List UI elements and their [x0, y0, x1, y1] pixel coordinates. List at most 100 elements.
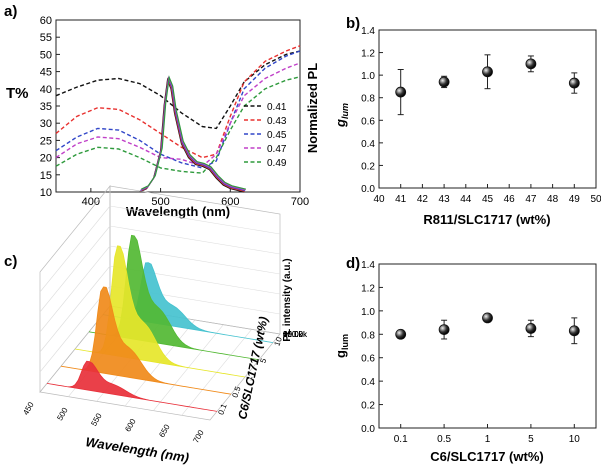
panel-b-data-point	[395, 86, 407, 98]
panel-a-ytick-label: 25	[40, 135, 52, 147]
panel-c-ztick-label: 1	[244, 374, 254, 382]
panel-a-ytick-label: 50	[40, 49, 52, 61]
panel-c-xtick-label: 650	[157, 422, 172, 439]
panel-a-ytick-label: 20	[40, 153, 52, 165]
panel-a-ytick-label: 30	[40, 118, 52, 130]
panel-c-wall-grid	[109, 205, 281, 235]
panel-a-transmission-line	[55, 50, 301, 169]
panel-c-zlabel: C6/SLC1717 (wt%)	[235, 315, 270, 420]
panel-d-ytick-label: 0.8	[361, 330, 375, 341]
panel-b-ylabel-main: g	[333, 119, 348, 128]
panel-a-ytick-label: 55	[40, 32, 52, 44]
panel-c-xtick-label: 550	[89, 411, 104, 428]
panel-a-transmission-line	[55, 45, 301, 159]
panel-a-xtick-label: 500	[151, 196, 169, 208]
panel-a-ylabel-right: Normalized PL	[305, 63, 320, 153]
panel-b-ytick-label: 0.4	[361, 139, 375, 150]
panel-d-ytick-label: 1.0	[361, 307, 375, 318]
panel-d-data-point	[395, 328, 407, 340]
panel-c-ytick-label: 80.0k	[283, 330, 304, 339]
panel-b-xtick-label: 49	[569, 194, 581, 205]
panel-b-xtick-label: 45	[482, 194, 494, 205]
panel-d-xlabel: C6/SLC1717 (wt%)	[430, 449, 543, 464]
panel-a-ytick-label: 40	[40, 84, 52, 96]
panel-a-transmission-line	[55, 50, 301, 130]
panel-b-data-point	[568, 77, 580, 89]
panel-d: d) 0.1 0.5 1 5 10 0.0 0.2 0.4 0.6 0.8 1.0 1.2 1.4 gl…	[333, 255, 597, 464]
panel-d-frame	[378, 263, 597, 429]
panel-c-ylabel: PL intensity (a.u.)	[282, 258, 293, 341]
panel-b-xtick-label: 50	[590, 194, 601, 205]
panel-c-ytick-label: 20.0k	[283, 330, 304, 339]
panel-b-xtick-label: 41	[395, 194, 407, 205]
panel-b-xtick-label: 44	[460, 194, 472, 205]
panel-c-xlabel: Wavelength (nm)	[85, 434, 191, 465]
panel-a-legend-label: 0.49	[267, 158, 287, 169]
panel-d-data-point	[568, 325, 580, 337]
panel-c-ztick-label: 5	[258, 357, 268, 365]
panel-b-data-point	[438, 76, 450, 88]
panel-c-ytick-label: 100.0k	[283, 330, 308, 339]
panel-c-ztick-label: 0.5	[230, 385, 242, 399]
panel-a-transmission-line	[55, 62, 301, 167]
panel-b-ylabel: glum	[333, 103, 350, 128]
panel-d-data-point	[438, 324, 450, 336]
panel-a-ytick-label: 60	[40, 15, 52, 27]
panel-b-ytick-label: 1.4	[361, 26, 375, 37]
panel-b-label: b)	[346, 15, 360, 32]
panel-a-xtick-label: 700	[291, 196, 309, 208]
panel-a-label: a)	[4, 3, 17, 20]
panel-a-xlabel: Wavelength (nm)	[126, 204, 230, 219]
panel-d-ylabel-sub: lum	[340, 334, 350, 350]
panel-b-xtick-label: 40	[373, 194, 385, 205]
panel-d-ytick-label: 0.2	[361, 401, 375, 412]
panel-b-xtick-label: 42	[417, 194, 429, 205]
panel-c-wall-grid	[39, 245, 111, 333]
panel-c-ztick-label: 0.1	[216, 402, 228, 416]
panel-b-ytick-label: 0.6	[361, 116, 375, 127]
panel-d-xtick-label: 0.5	[437, 434, 451, 445]
panel-c-ytick-label: 60.0k	[283, 330, 304, 339]
panel-a-frame	[55, 19, 301, 193]
panel-a-ytick-label: 15	[40, 170, 52, 182]
panel-b-ytick-label: 0.2	[361, 161, 375, 172]
panel-a-ytick-label: 45	[40, 67, 52, 79]
panel-c-ztick-label: 10	[272, 335, 284, 347]
panel-c-label: c)	[4, 253, 17, 270]
panel-a-legend-label: 0.47	[267, 144, 287, 155]
panel-a-transmission-line	[55, 76, 301, 174]
panel-c-wall-grid	[39, 205, 111, 293]
panel-b-ytick-label: 1.0	[361, 71, 375, 82]
panel-a-xtick-label: 400	[82, 196, 100, 208]
panel-b-frame	[378, 29, 597, 189]
panel-d-ytick-label: 0.6	[361, 354, 375, 365]
panel-a-legend-label: 0.45	[267, 130, 287, 141]
panel-d-xtick-label: 5	[528, 434, 534, 445]
panel-d-ytick-label: 1.4	[361, 260, 375, 271]
panel-a-legend-label: 0.43	[267, 116, 287, 127]
panel-c-xtick-label: 700	[191, 428, 206, 445]
panel-b-data-point	[482, 66, 493, 78]
panel-a-ytick-label: 35	[40, 101, 52, 113]
panel-b-ytick-label: 0.8	[361, 94, 375, 105]
panel-c-spectrum	[46, 360, 218, 412]
panel-d-data-point	[482, 312, 493, 324]
panel-d-xtick-label: 10	[569, 434, 581, 445]
panel-c-wall-grid	[39, 225, 111, 313]
panel-b-ylabel-sub: lum	[340, 103, 350, 119]
panel-c: c) 450 500 550 600 650 7000.10.5151020.0k40.0…	[4, 185, 308, 465]
panel-d-ytick-label: 1.2	[361, 283, 375, 294]
panel-c-wall-grid	[109, 225, 281, 255]
panel-c-xtick-label: 600	[123, 417, 138, 434]
panel-a-ylabel-left: T%	[6, 85, 29, 102]
panel-b-xtick-label: 48	[547, 194, 559, 205]
panel-b-ytick-label: 0.0	[361, 184, 375, 195]
panel-a-pl-line	[140, 75, 246, 191]
panel-b-data-point	[525, 58, 537, 70]
panel-d-ylabel-main: g	[333, 350, 348, 358]
panel-a-ytick-label: 10	[40, 187, 52, 199]
panel-c-ytick-label: 40.0k	[283, 330, 304, 339]
panel-d-xtick-label: 0.1	[394, 434, 408, 445]
panel-b: b) 40 41 42 43 44 45 46 47 48 49 50 0.0 0.2 0.4 0.6 0.8…	[333, 15, 601, 227]
